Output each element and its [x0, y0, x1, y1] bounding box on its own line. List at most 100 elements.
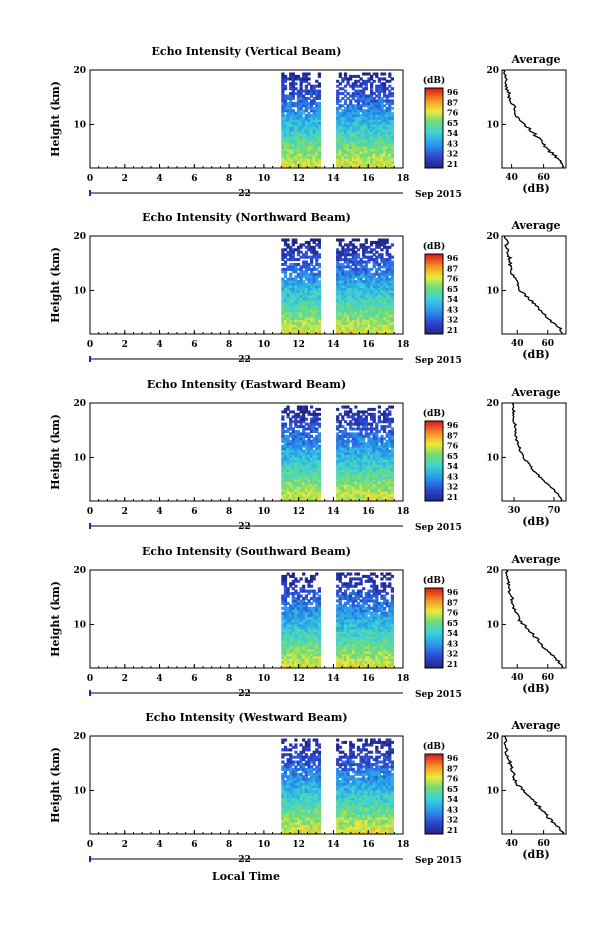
heatmap-cell	[365, 239, 368, 242]
heatmap-cell	[315, 573, 318, 576]
date-label: Sep 2015	[415, 523, 462, 533]
heatmap-cell	[386, 239, 389, 242]
colorbar-label: 21	[447, 492, 458, 502]
heatmap-cell	[339, 73, 342, 76]
colorbar-label: 76	[447, 441, 459, 451]
y-axis-label: Height (km)	[49, 414, 62, 490]
profile-x-label: (dB)	[522, 182, 549, 195]
chart-title: Echo Intensity (Vertical Beam)	[151, 45, 341, 58]
profile-y-tick-label: 20	[486, 66, 499, 76]
profile-y-tick-label: 20	[486, 232, 499, 242]
x-tick-label: 12	[292, 507, 305, 517]
heatmap-cell	[318, 263, 321, 266]
colorbar-label: 65	[447, 451, 458, 461]
heatmap-cell	[357, 253, 360, 256]
colorbar-unit: (dB)	[423, 241, 445, 252]
heatmap-cell	[378, 406, 381, 409]
profile-title: Average	[510, 219, 560, 232]
profile-x-label: (dB)	[522, 348, 549, 361]
date-label: Sep 2015	[415, 356, 462, 366]
heatmap-cell	[318, 82, 321, 85]
heatmap-cell	[391, 92, 394, 95]
colorbar-label: 54	[447, 294, 459, 304]
colorbar-label: 87	[447, 97, 458, 107]
x-tick-label: 2	[122, 507, 128, 517]
x-tick-label: 16	[362, 507, 375, 517]
heatmap-cell	[388, 73, 391, 76]
colorbar-label: 54	[447, 128, 459, 138]
chart-title: Echo Intensity (Eastward Beam)	[147, 378, 346, 391]
heatmap-cell	[318, 239, 321, 242]
profile-line	[505, 236, 563, 334]
profile-title: Average	[510, 53, 560, 66]
profile-frame	[502, 403, 566, 501]
heatmap-cell	[300, 577, 303, 580]
heatmap-cells	[281, 239, 394, 335]
colorbar-label: 32	[447, 315, 458, 325]
heatmap-cell	[292, 573, 295, 576]
profile-y-tick-label: 10	[486, 120, 499, 130]
heatmap-cell	[318, 73, 321, 76]
colorbar-label: 43	[447, 304, 459, 314]
y-tick-label: 10	[73, 286, 86, 296]
y-tick-label: 20	[73, 399, 86, 409]
heatmap-cell	[294, 585, 297, 588]
x-tick-label: 12	[292, 174, 305, 184]
x-tick-label: 18	[397, 340, 410, 350]
heatmap-cell	[388, 410, 391, 413]
day-label: 22	[238, 522, 251, 532]
colorbar-unit: (dB)	[423, 408, 445, 419]
x-tick-label: 16	[362, 340, 375, 350]
heatmap-cell	[302, 585, 305, 588]
heatmap-cell	[391, 256, 394, 259]
heatmap-cell	[383, 73, 386, 76]
heatmap-cell	[307, 73, 310, 76]
heatmap-cell	[375, 73, 378, 76]
colorbar-label: 21	[447, 159, 458, 169]
heatmap-cell	[318, 587, 321, 590]
heatmap-cell	[341, 239, 344, 242]
heatmap-cell	[391, 428, 394, 431]
heatmap-cell	[294, 82, 297, 85]
x-tick-label: 14	[327, 174, 340, 184]
x-tick-label: 6	[191, 507, 197, 517]
heatmap-cell	[344, 73, 347, 76]
heatmap-cell	[307, 77, 310, 80]
heatmap-cell	[391, 99, 394, 102]
colorbar-label: 76	[447, 274, 459, 284]
x-tick-label: 10	[258, 340, 271, 350]
heatmap-cell	[318, 445, 321, 448]
x-tick-label: 0	[87, 507, 93, 517]
colorbar-label: 54	[447, 461, 459, 471]
heatmap-cell	[357, 573, 360, 576]
heatmap-cell	[284, 85, 287, 88]
x-tick-label: 12	[292, 340, 305, 350]
y-tick-label: 20	[73, 232, 86, 242]
heatmap-cell	[318, 423, 321, 426]
colorbar-label: 87	[447, 263, 458, 273]
heatmap-cell	[302, 573, 305, 576]
profile-x-label: (dB)	[522, 515, 549, 528]
heatmap-cell	[362, 587, 365, 590]
colorbar	[425, 88, 443, 168]
x-tick-label: 8	[226, 507, 232, 517]
heatmap-cell	[373, 80, 376, 83]
profile-x-tick-label: 30	[508, 506, 521, 516]
profile-line	[504, 70, 564, 168]
heatmap-cell	[349, 573, 352, 576]
heatmap-cell	[336, 408, 339, 411]
heatmap-cells	[281, 406, 394, 502]
day-label: 22	[238, 189, 251, 199]
heatmap-cell	[391, 418, 394, 421]
heatmap-cell	[391, 261, 394, 264]
x-tick-label: 10	[258, 507, 271, 517]
y-tick-label: 10	[73, 120, 86, 130]
heatmap-cell	[294, 239, 297, 242]
x-tick-label: 8	[226, 174, 232, 184]
heatmap-cell	[287, 406, 290, 409]
heatmap-cell	[391, 87, 394, 90]
